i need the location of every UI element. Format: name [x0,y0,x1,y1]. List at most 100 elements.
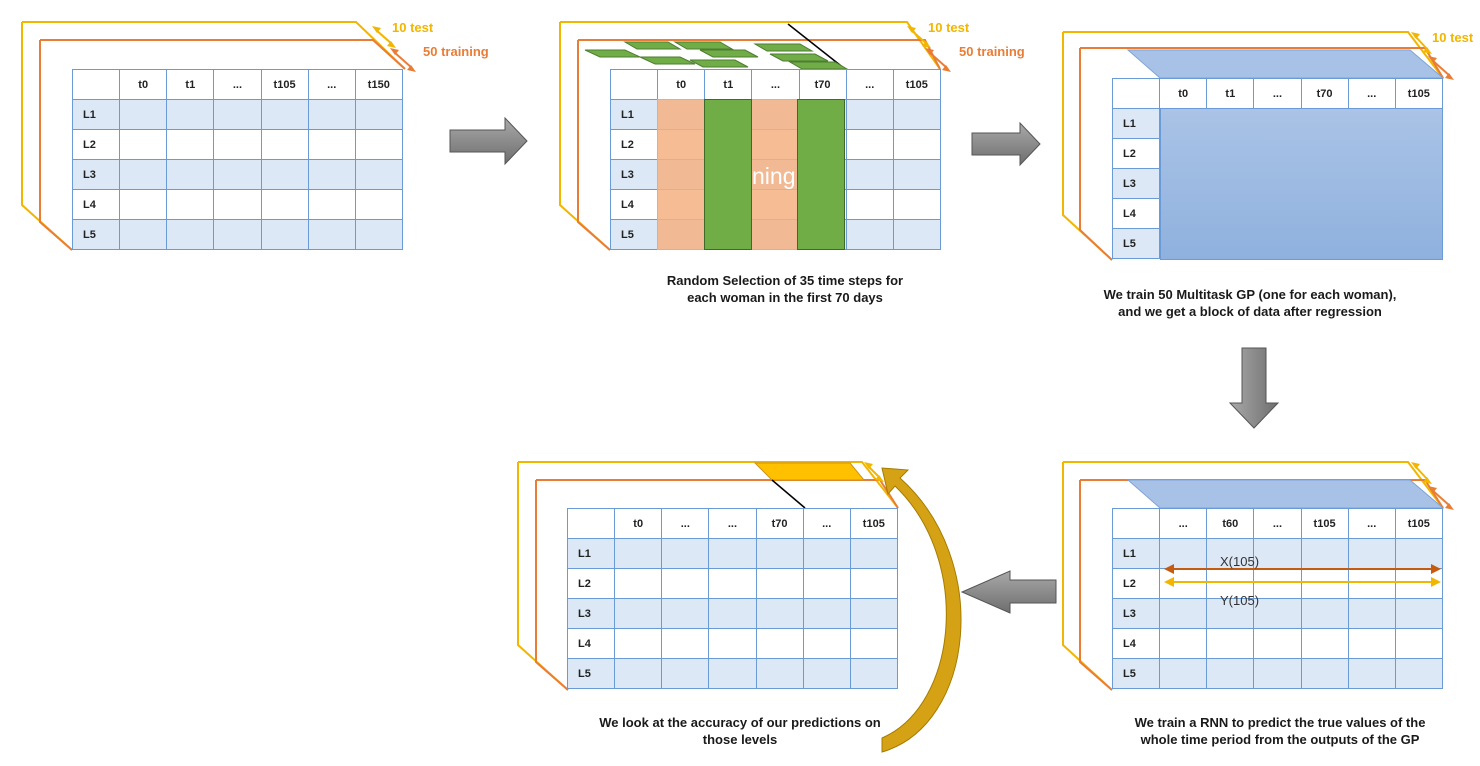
col-header: ... [1254,509,1302,539]
col-header: t105 [1395,509,1443,539]
col-header: ... [846,70,894,100]
col-header: ... [709,509,757,539]
col-header: t60 [1207,509,1255,539]
col-header: t0 [615,509,663,539]
col-header: t105 [893,70,941,100]
col-header: t70 [1301,79,1349,109]
col-header: t150 [355,70,403,100]
process-arrow-2 [971,121,1041,167]
caption-step-5: We look at the accuracy of our predictio… [575,714,905,748]
row-label: L5 [73,220,121,250]
row-label: L1 [1113,539,1161,569]
row-label: L2 [611,130,659,160]
green-selection-cells-top [584,41,849,70]
caption-line: We look at the accuracy of our predictio… [599,715,881,730]
col-header: t1 [1207,79,1255,109]
green-column-t1 [704,99,752,250]
row-label: L4 [1113,199,1161,229]
partial-overlay-text: ning [752,163,796,189]
row-label: L3 [1113,599,1161,629]
corner-cell [73,70,121,100]
block-5-test-highlight [753,462,866,481]
block-2-cut-line [787,23,846,70]
x-series-arrow [1164,564,1441,574]
corner-cell [611,70,659,100]
block-5-cut-line [771,479,806,509]
process-arrow-1 [449,116,528,166]
row-label: L5 [1113,659,1161,689]
depth-arrow-test-4 [1411,462,1432,484]
process-arrow-4-left [960,570,1057,614]
salmon-column-dots [752,99,797,250]
col-header: t105 [261,70,309,100]
row-label: L2 [1113,569,1161,599]
depth-arrow-test-3 [1411,32,1432,54]
row-label: L3 [73,160,121,190]
depth-arrow-training-1 [390,48,416,72]
y-series-label: Y(105) [1220,593,1260,608]
salmon-column-t0 [657,99,704,250]
col-header: t105 [850,509,898,539]
process-arrow-3-down [1228,347,1280,429]
caption-line: those levels [702,732,778,747]
corner-cell [568,509,616,539]
depth-arrow-test-5 [864,462,884,482]
row-label: L1 [73,100,121,130]
row-label: L5 [611,220,659,250]
row-label: L3 [568,599,616,629]
row-label: L5 [1113,229,1161,259]
row-label: L4 [73,190,121,220]
y-series-arrow [1164,577,1441,587]
caption-line: each woman in the first 70 days [687,290,883,305]
curved-feedback-arrow [881,467,962,753]
test-depth-label-3: 10 test [1432,30,1474,45]
block-2-training-layer [577,39,941,251]
row-label: L4 [1113,629,1161,659]
corner-cell [1113,509,1161,539]
row-label: L4 [568,629,616,659]
row-label: L2 [73,130,121,160]
caption-line: We train 50 Multitask GP (one for each w… [1103,287,1397,302]
training-depth-label-1: 50 training [423,44,489,59]
depth-arrow-test-1 [372,26,396,48]
col-header: ... [214,70,262,100]
block-3-gp-top-face [1126,49,1445,79]
caption-line: We train a RNN to predict the true value… [1134,715,1426,730]
col-header: ... [1160,509,1208,539]
depth-arrow-training-4 [1428,486,1454,510]
col-header: ... [803,509,851,539]
col-header: ... [308,70,356,100]
test-depth-label-2: 10 test [928,20,970,35]
training-depth-label-2: 50 training [959,44,1025,59]
block-4-gp-top-face [1126,479,1445,509]
caption-step-2: Random Selection of 35 time steps for ea… [630,272,940,306]
data-table-5: t0 ... ... t70 ... t105 L1 L2 L3 L4 L5 [567,508,898,689]
col-header: ... [752,70,800,100]
col-header: ... [1348,509,1396,539]
col-header: ... [662,509,710,539]
row-label: L2 [1113,139,1161,169]
depth-arrow-training-2 [925,48,951,72]
block-1-training-layer [39,39,406,251]
x-series-label: X(105) [1220,554,1260,569]
col-header: t0 [120,70,168,100]
row-label: L1 [1113,109,1161,139]
data-table-4: ... t60 ... t105 ... t105 L1 L2 L3 L4 L5 [1112,508,1443,689]
caption-step-4: We train a RNN to predict the true value… [1100,714,1460,748]
row-label: L5 [568,659,616,689]
caption-line: and we get a block of data after regress… [1118,304,1382,319]
col-header: t1 [167,70,215,100]
depth-arrow-test-2 [907,26,931,48]
row-label: L3 [1113,169,1161,199]
depth-arrow-training-3 [1428,56,1454,80]
gp-regression-block [1160,108,1443,260]
green-column-t70 [797,99,845,250]
row-label: L4 [611,190,659,220]
col-header: t105 [1301,509,1349,539]
row-label: L2 [568,569,616,599]
test-depth-label-1: 10 test [392,20,434,35]
col-header: ... [1254,79,1302,109]
data-table-1: t0 t1 ... t105 ... t150 L1 L2 L3 L4 L5 [72,69,403,250]
